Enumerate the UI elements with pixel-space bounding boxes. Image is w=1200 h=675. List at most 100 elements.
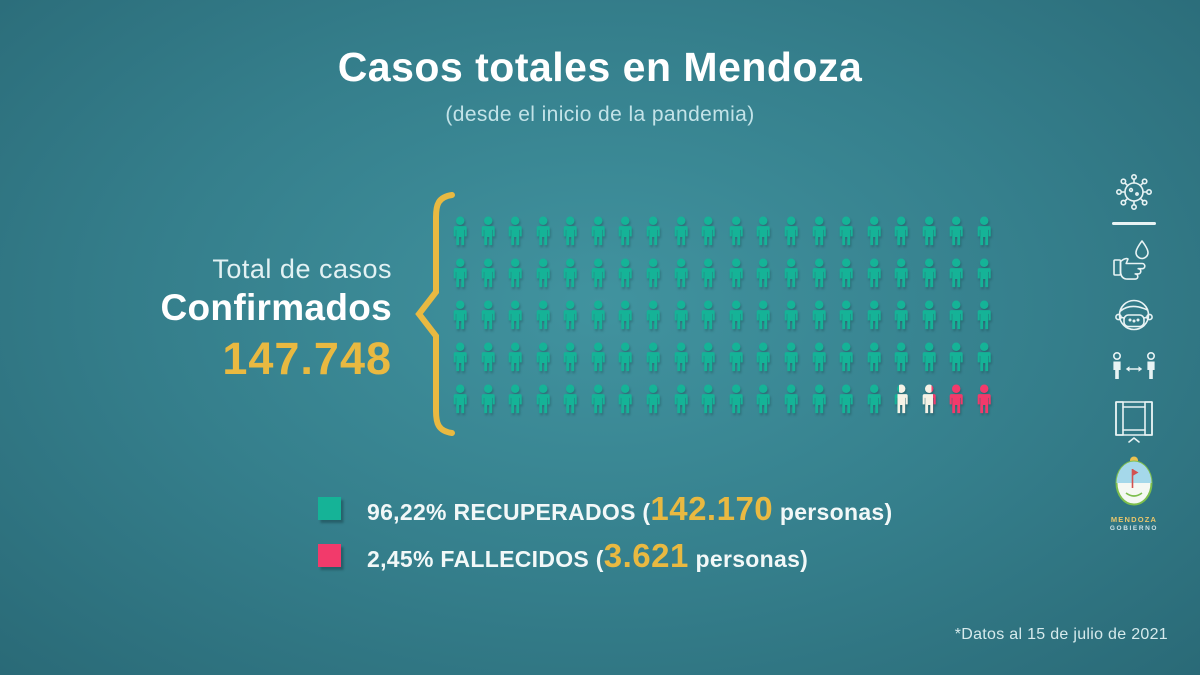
person-icon bbox=[784, 300, 798, 330]
person-icon bbox=[977, 258, 991, 288]
virus-icon bbox=[1116, 174, 1152, 210]
person-icon bbox=[894, 342, 908, 372]
person-icon bbox=[867, 300, 881, 330]
person-icon bbox=[950, 216, 964, 246]
person-icon bbox=[894, 258, 908, 288]
person-icon bbox=[453, 216, 467, 246]
deceased-label: 2,45% FALLECIDOS ( bbox=[367, 546, 604, 572]
person-icon bbox=[453, 300, 467, 330]
deceased-suffix: personas) bbox=[688, 546, 809, 572]
person-icon bbox=[481, 384, 495, 414]
person-icon bbox=[812, 342, 826, 372]
person-icon bbox=[481, 216, 495, 246]
deceased-swatch bbox=[318, 544, 341, 567]
person-icon bbox=[757, 258, 771, 288]
person-icon bbox=[591, 300, 605, 330]
person-icon bbox=[977, 342, 991, 372]
recovered-suffix: personas) bbox=[773, 499, 893, 525]
person-icon bbox=[563, 384, 578, 414]
person-icon bbox=[729, 384, 743, 414]
person-icon bbox=[453, 384, 467, 414]
person-icon bbox=[701, 342, 715, 372]
person-icon bbox=[674, 384, 688, 414]
person-icon bbox=[757, 384, 771, 414]
person-icon bbox=[646, 258, 660, 288]
pictogram-row bbox=[452, 216, 992, 256]
logo-text-line1: MENDOZA bbox=[1110, 515, 1158, 524]
open-window-icon bbox=[1115, 401, 1153, 443]
person-icon bbox=[729, 216, 743, 246]
person-icon bbox=[481, 300, 495, 330]
person-icon bbox=[591, 384, 605, 414]
legend-text: 96,22% RECUPERADOS (142.170 personas) bbox=[367, 492, 892, 525]
person-icon bbox=[674, 216, 688, 246]
pictogram-row bbox=[452, 342, 992, 382]
person-icon bbox=[784, 384, 798, 414]
person-icon bbox=[894, 384, 908, 414]
person-icon bbox=[812, 384, 826, 414]
social-distancing-icon bbox=[1113, 351, 1155, 379]
person-icon bbox=[619, 300, 633, 330]
person-icon bbox=[619, 258, 633, 288]
sidebar-divider bbox=[1112, 222, 1156, 225]
person-icon bbox=[508, 258, 522, 288]
person-icon bbox=[784, 216, 798, 246]
person-icon bbox=[646, 342, 660, 372]
person-icon bbox=[508, 300, 522, 330]
person-icon bbox=[536, 216, 550, 246]
person-icon bbox=[701, 216, 715, 246]
person-icon bbox=[619, 216, 633, 246]
person-icon bbox=[812, 258, 826, 288]
hand-washing-icon bbox=[1113, 240, 1149, 280]
person-icon bbox=[453, 342, 467, 372]
page-title: Casos totales en Mendoza bbox=[337, 44, 863, 90]
pictogram-row bbox=[452, 384, 992, 424]
person-icon bbox=[619, 342, 633, 372]
person-icon bbox=[674, 342, 688, 372]
person-icon bbox=[508, 216, 522, 246]
total-cases-block: Total de casos Confirmados 147.748 bbox=[161, 254, 392, 385]
person-icon bbox=[922, 216, 936, 246]
person-icon bbox=[812, 300, 826, 330]
person-icon bbox=[563, 300, 578, 330]
footnote: *Datos al 15 de julio de 2021 bbox=[954, 626, 1168, 643]
mendoza-shield-icon bbox=[1115, 456, 1153, 506]
recovered-label: 96,22% RECUPERADOS ( bbox=[367, 499, 651, 525]
person-icon bbox=[674, 300, 688, 330]
person-icon bbox=[950, 384, 964, 414]
person-icon bbox=[646, 216, 660, 246]
prevention-sidebar: MENDOZA GOBIERNO bbox=[1106, 170, 1162, 532]
legend-row-recovered: 96,22% RECUPERADOS (142.170 personas) bbox=[318, 492, 892, 525]
person-icon bbox=[646, 384, 660, 414]
confirmed-label: Confirmados bbox=[160, 287, 392, 328]
person-icon bbox=[591, 216, 605, 246]
person-icon bbox=[619, 384, 633, 414]
person-icon bbox=[757, 342, 771, 372]
logo-text-line2: GOBIERNO bbox=[1109, 525, 1159, 532]
mendoza-gobierno-logo: MENDOZA GOBIERNO bbox=[1109, 455, 1159, 532]
person-icon bbox=[839, 216, 853, 246]
recovered-swatch bbox=[318, 497, 341, 520]
confirmed-value: 147.748 bbox=[222, 333, 392, 384]
person-icon bbox=[536, 342, 550, 372]
person-icon bbox=[894, 300, 908, 330]
recovered-value: 142.170 bbox=[650, 490, 774, 527]
person-icon bbox=[784, 258, 798, 288]
person-icon bbox=[674, 258, 688, 288]
person-icon bbox=[784, 342, 798, 372]
person-icon bbox=[867, 216, 881, 246]
person-icon bbox=[536, 258, 550, 288]
brace-decoration bbox=[415, 192, 455, 436]
person-icon bbox=[729, 300, 743, 330]
person-icon bbox=[563, 258, 578, 288]
person-icon bbox=[591, 342, 605, 372]
person-icon bbox=[839, 342, 853, 372]
person-icon bbox=[922, 300, 936, 330]
person-icon bbox=[922, 384, 936, 414]
person-icon bbox=[508, 384, 522, 414]
person-icon bbox=[757, 300, 771, 330]
person-icon bbox=[481, 342, 495, 372]
person-icon bbox=[867, 342, 881, 372]
deceased-value: 3.621 bbox=[603, 537, 689, 574]
